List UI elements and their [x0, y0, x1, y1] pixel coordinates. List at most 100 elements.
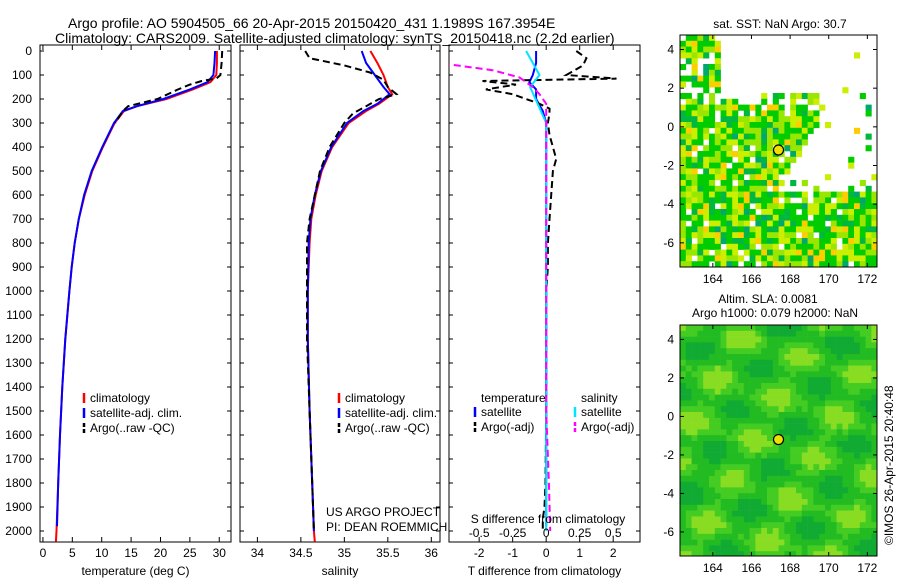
- y-tick-label: 1600: [5, 428, 32, 442]
- lat-tick-label: 2: [667, 81, 674, 95]
- x-tick-label: 2: [610, 546, 617, 560]
- map-cells: [680, 35, 878, 268]
- series-line-satellite-adj-clim-: [306, 50, 392, 532]
- x-tick-label: 34.5: [289, 546, 313, 560]
- legend-entry: climatology: [90, 391, 150, 405]
- lon-tick-label: 170: [819, 561, 839, 575]
- x-tick-label: 0: [40, 546, 47, 560]
- x2-tick-label: 0.5: [605, 526, 622, 540]
- lat-tick-label: -2: [663, 448, 674, 462]
- y-tick-label: 1500: [5, 404, 32, 418]
- sst-map: 164 166 168 170 172 4 2 0 -2 -4 -6 sat. SST: NaN Ar…: [663, 17, 877, 286]
- lon-tick-label: 166: [741, 561, 761, 575]
- y-tick-label: 500: [12, 164, 32, 178]
- series-line-s-argo-adj-: [449, 63, 552, 532]
- sla-map-subtitle: Argo h1000: 0.079 h2000: NaN: [692, 306, 858, 320]
- lon-tick-label: 168: [780, 272, 800, 286]
- legend-entry: satellite: [481, 405, 522, 419]
- x-axis-label: temperature (deg C): [81, 564, 189, 578]
- x-tick-label: 30: [213, 546, 227, 560]
- x-tick-label: -2: [474, 546, 485, 560]
- legend-entry: Argo(..raw -QC): [90, 421, 175, 435]
- lon-tick-label: 164: [703, 561, 723, 575]
- x-tick-label: 25: [183, 546, 197, 560]
- y-tick-label: 100: [12, 68, 32, 82]
- y-tick-label: 900: [12, 260, 32, 274]
- x2-axis-label: S difference from climatology: [471, 512, 626, 526]
- series-line-t-satellite: [528, 51, 548, 527]
- plot-frame: [448, 44, 641, 543]
- x2-tick-label: -0.25: [499, 526, 527, 540]
- x2-tick-label: 0.25: [568, 526, 592, 540]
- legend-entry: satellite-adj. clim.: [90, 406, 182, 420]
- y-tick-label: 1300: [5, 356, 32, 370]
- lat-tick-label: -4: [663, 197, 674, 211]
- sst-map-title: sat. SST: NaN Argo: 30.7: [713, 17, 847, 31]
- map-frame: [679, 324, 878, 557]
- y-tick-label: 2000: [5, 524, 32, 538]
- x-tick-label: 36: [425, 546, 439, 560]
- difference-panel: -2 -1 0 1 2 T difference from climatology -0.5…: [448, 44, 641, 578]
- lon-tick-label: 172: [857, 272, 877, 286]
- y-tick-label: 1800: [5, 476, 32, 490]
- legend-entry: Argo(-adj): [581, 420, 634, 434]
- legend-entry: Argo(-adj): [481, 420, 534, 434]
- y-tick-label: 400: [12, 140, 32, 154]
- x-tick-label: -1: [507, 546, 518, 560]
- y-tick-label: 1200: [5, 332, 32, 346]
- lat-tick-label: -2: [663, 159, 674, 173]
- sla-map: 164 166 168 170 172 4 2 0 -2 -4 -6 Altim. SLA: 0.00…: [663, 292, 877, 575]
- y-tick-label: 700: [12, 212, 32, 226]
- legend-title-temperature: temperature: [481, 391, 546, 405]
- x-axis-label: salinity: [322, 564, 359, 578]
- y-tick-label: 200: [12, 92, 32, 106]
- x-axis-label: T difference from climatology: [468, 564, 622, 578]
- series-line-climatology: [54, 51, 218, 542]
- lat-tick-label: 4: [667, 332, 674, 346]
- legend-entry: climatology: [345, 391, 405, 405]
- title-line-1: Argo profile: AO 5904505_66 20-Apr-2015 …: [68, 15, 555, 31]
- series-line-satellite-adj-clim-: [56, 50, 217, 527]
- lat-tick-label: 2: [667, 371, 674, 385]
- lon-tick-label: 168: [780, 561, 800, 575]
- y-tick-label: 300: [12, 116, 32, 130]
- lat-tick-label: 0: [667, 409, 674, 423]
- series-line-climatology: [306, 50, 394, 542]
- y-tick-label: 1900: [5, 500, 32, 514]
- map-frame: [679, 34, 878, 268]
- salinity-panel: 34 34.5 35 35.5 36 salinity climatologysatelli…: [239, 44, 441, 578]
- argo-position-marker: [772, 144, 785, 156]
- x-tick-label: 15: [124, 546, 138, 560]
- x-tick-label: 5: [69, 546, 76, 560]
- series-line-t-argo-adj-: [482, 50, 617, 531]
- pi-label: PI: DEAN ROEMMICH: [326, 520, 447, 534]
- series-line-s-satellite: [525, 50, 548, 531]
- y-tick-label: 600: [12, 188, 32, 202]
- series-line-argo-raw-qc-: [304, 50, 399, 532]
- title-line-2: Climatology: CARS2009. Satellite-adjuste…: [55, 30, 615, 46]
- lat-tick-label: 4: [667, 43, 674, 57]
- y-tick-label: 800: [12, 236, 32, 250]
- plot-frame: [39, 44, 232, 543]
- lat-tick-label: -6: [663, 525, 674, 539]
- x-tick-label: 10: [95, 546, 109, 560]
- y-tick-label: 1700: [5, 452, 32, 466]
- legend-title-salinity: salinity: [581, 391, 618, 405]
- legend-entry: satellite-adj. clim.: [345, 406, 437, 420]
- lat-tick-label: -4: [663, 486, 674, 500]
- lat-tick-label: -6: [663, 236, 674, 250]
- lon-tick-label: 170: [819, 272, 839, 286]
- argo-position-marker: [772, 433, 785, 446]
- lon-tick-label: 172: [857, 561, 877, 575]
- legend-entry: Argo(..raw -QC): [345, 421, 430, 435]
- legend-entry: satellite: [581, 405, 622, 419]
- y-tick-label: 1100: [6, 308, 32, 322]
- lat-tick-label: 0: [667, 120, 674, 134]
- imos-stamp: ©IMOS 26-Apr-2015 20:40:48: [882, 385, 896, 545]
- y-tick-label: 1000: [5, 284, 32, 298]
- y-tick-label: 0: [25, 44, 32, 58]
- y-tick-label: 1400: [5, 380, 32, 394]
- x-tick-label: 20: [154, 546, 168, 560]
- x-tick-label: 35: [338, 546, 352, 560]
